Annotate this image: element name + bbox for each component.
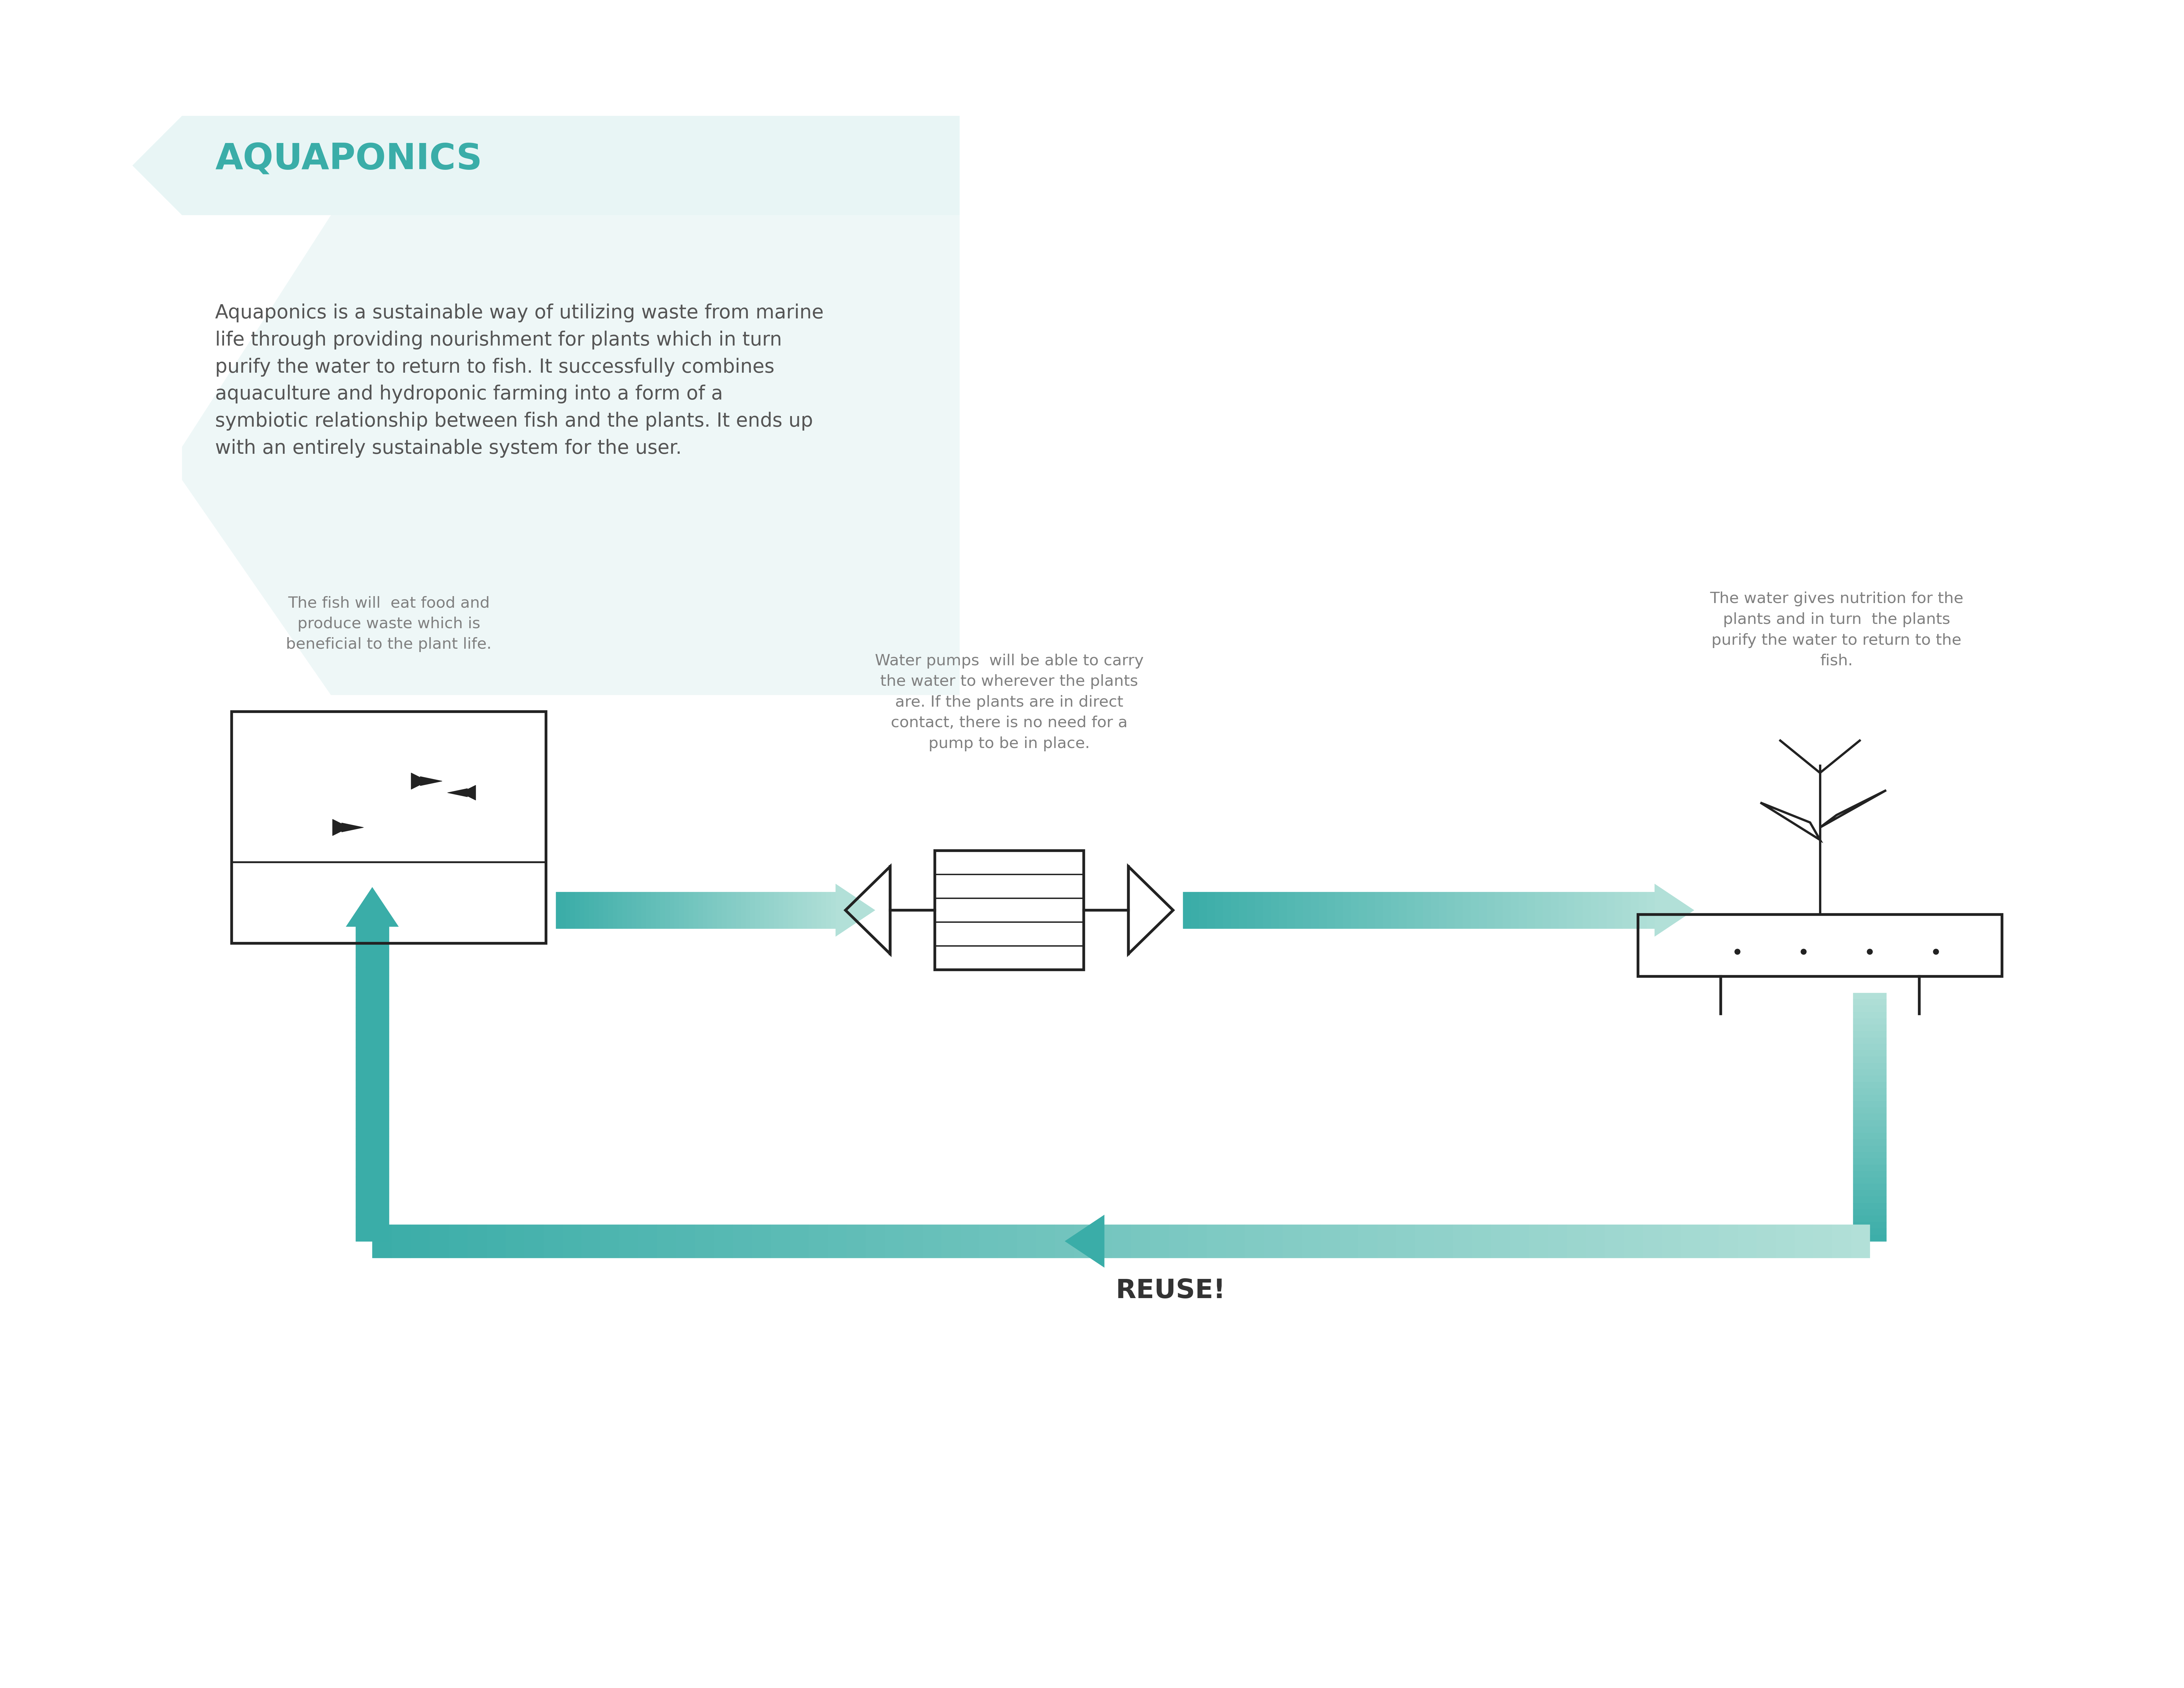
Polygon shape [345, 886, 400, 927]
Text: AQUAPONICS: AQUAPONICS [214, 142, 483, 177]
Text: The water gives nutrition for the
plants and in turn  the plants
purify the wate: The water gives nutrition for the plants… [1710, 591, 1963, 668]
Polygon shape [467, 785, 476, 800]
Polygon shape [332, 819, 341, 836]
Text: REUSE!: REUSE! [1116, 1278, 1225, 1303]
Polygon shape [341, 824, 363, 832]
Polygon shape [133, 116, 959, 214]
Polygon shape [1655, 885, 1695, 937]
Text: The fish will  eat food and
produce waste which is
beneficial to the plant life.: The fish will eat food and produce waste… [286, 596, 491, 652]
Polygon shape [836, 885, 876, 937]
Polygon shape [411, 773, 419, 790]
Text: Aquaponics is a sustainable way of utilizing waste from marine
life through prov: Aquaponics is a sustainable way of utili… [214, 304, 823, 457]
Text: Water pumps  will be able to carry
the water to wherever the plants
are. If the : Water pumps will be able to carry the wa… [876, 653, 1144, 751]
Polygon shape [181, 214, 959, 695]
Polygon shape [1064, 1215, 1105, 1268]
Polygon shape [419, 776, 441, 785]
Polygon shape [448, 788, 467, 797]
